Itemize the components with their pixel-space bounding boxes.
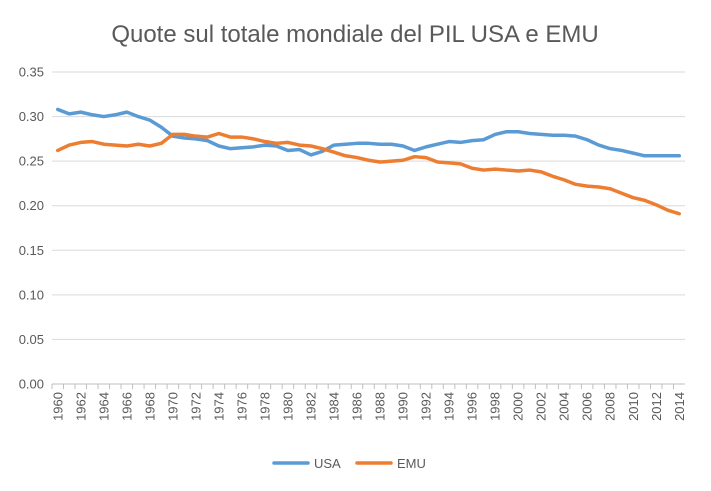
y-tick-label: 0.30 (19, 109, 44, 124)
x-tick-label: 1994 (442, 392, 457, 421)
x-tick-label: 1978 (257, 392, 272, 421)
x-tick-label: 1996 (465, 392, 480, 421)
x-tick-label: 1962 (73, 392, 88, 421)
x-tick-label: 2010 (626, 392, 641, 421)
x-tick-label: 2004 (557, 392, 572, 421)
legend-label-usa: USA (314, 456, 341, 471)
x-tick-label: 1992 (419, 392, 434, 421)
x-tick-label: 2000 (511, 392, 526, 421)
x-tick-label: 2002 (534, 392, 549, 421)
chart-title: Quote sul totale mondiale del PIL USA e … (111, 21, 598, 48)
y-axis-ticks: 0.00 0.05 0.10 0.15 0.20 0.25 0.30 0.35 (19, 65, 44, 392)
x-tick-label: 1960 (50, 392, 65, 421)
legend-label-emu: EMU (397, 456, 426, 471)
x-tick-label: 1998 (488, 392, 503, 421)
x-tick-label: 1986 (350, 392, 365, 421)
x-tick-label: 1974 (211, 392, 226, 421)
x-tick-label: 1984 (327, 392, 342, 421)
x-tick-label: 2008 (603, 392, 618, 421)
legend: USA EMU (272, 456, 426, 471)
x-tick-label: 2014 (672, 392, 687, 421)
x-tick-label: 1988 (373, 392, 388, 421)
series-line-emu (56, 131, 681, 216)
x-tick-label: 1966 (119, 392, 134, 421)
x-tick-label: 2006 (580, 392, 595, 421)
x-tick-label: 1980 (280, 392, 295, 421)
x-axis-ticks: 1960 1962 1964 1966 1968 1970 1972 1974 1976 1978… (50, 392, 686, 421)
y-tick-label: 0.15 (19, 243, 44, 258)
y-tick-label: 0.25 (19, 154, 44, 169)
y-tick-label: 0.00 (19, 377, 44, 392)
x-axis (51, 383, 685, 389)
x-tick-label: 1970 (165, 392, 180, 421)
x-tick-label: 1982 (304, 392, 319, 421)
series-line-usa (56, 107, 681, 158)
x-tick-label: 1990 (396, 392, 411, 421)
gridlines (52, 71, 685, 340)
y-tick-label: 0.05 (19, 332, 44, 347)
series-lines (56, 107, 681, 216)
x-tick-label: 1968 (142, 392, 157, 421)
y-tick-label: 0.35 (19, 65, 44, 80)
y-tick-label: 0.20 (19, 198, 44, 213)
x-tick-label: 2012 (649, 392, 664, 421)
x-tick-label: 1964 (96, 392, 111, 421)
x-tick-label: 1976 (234, 392, 249, 421)
y-tick-label: 0.10 (19, 287, 44, 302)
x-tick-label: 1972 (188, 392, 203, 421)
